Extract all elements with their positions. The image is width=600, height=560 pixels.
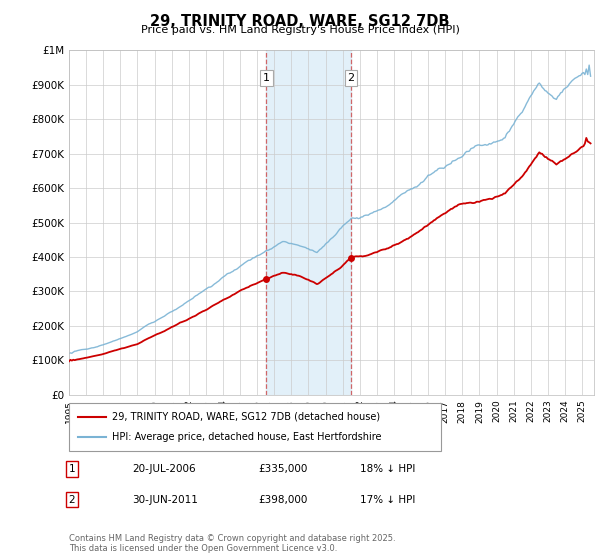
Text: 1: 1 bbox=[68, 464, 76, 474]
Text: Price paid vs. HM Land Registry's House Price Index (HPI): Price paid vs. HM Land Registry's House … bbox=[140, 25, 460, 35]
Text: 29, TRINITY ROAD, WARE, SG12 7DB (detached house): 29, TRINITY ROAD, WARE, SG12 7DB (detach… bbox=[112, 412, 380, 422]
Text: £398,000: £398,000 bbox=[258, 494, 307, 505]
Text: Contains HM Land Registry data © Crown copyright and database right 2025.
This d: Contains HM Land Registry data © Crown c… bbox=[69, 534, 395, 553]
Text: 17% ↓ HPI: 17% ↓ HPI bbox=[360, 494, 415, 505]
Text: 18% ↓ HPI: 18% ↓ HPI bbox=[360, 464, 415, 474]
Text: 2: 2 bbox=[347, 73, 355, 83]
Text: 2: 2 bbox=[68, 494, 76, 505]
Text: 1: 1 bbox=[263, 73, 270, 83]
Text: 29, TRINITY ROAD, WARE, SG12 7DB: 29, TRINITY ROAD, WARE, SG12 7DB bbox=[150, 14, 450, 29]
Text: 30-JUN-2011: 30-JUN-2011 bbox=[132, 494, 198, 505]
Text: 20-JUL-2006: 20-JUL-2006 bbox=[132, 464, 196, 474]
Text: HPI: Average price, detached house, East Hertfordshire: HPI: Average price, detached house, East… bbox=[112, 432, 381, 442]
Bar bbox=[266, 50, 351, 395]
Text: £335,000: £335,000 bbox=[258, 464, 307, 474]
